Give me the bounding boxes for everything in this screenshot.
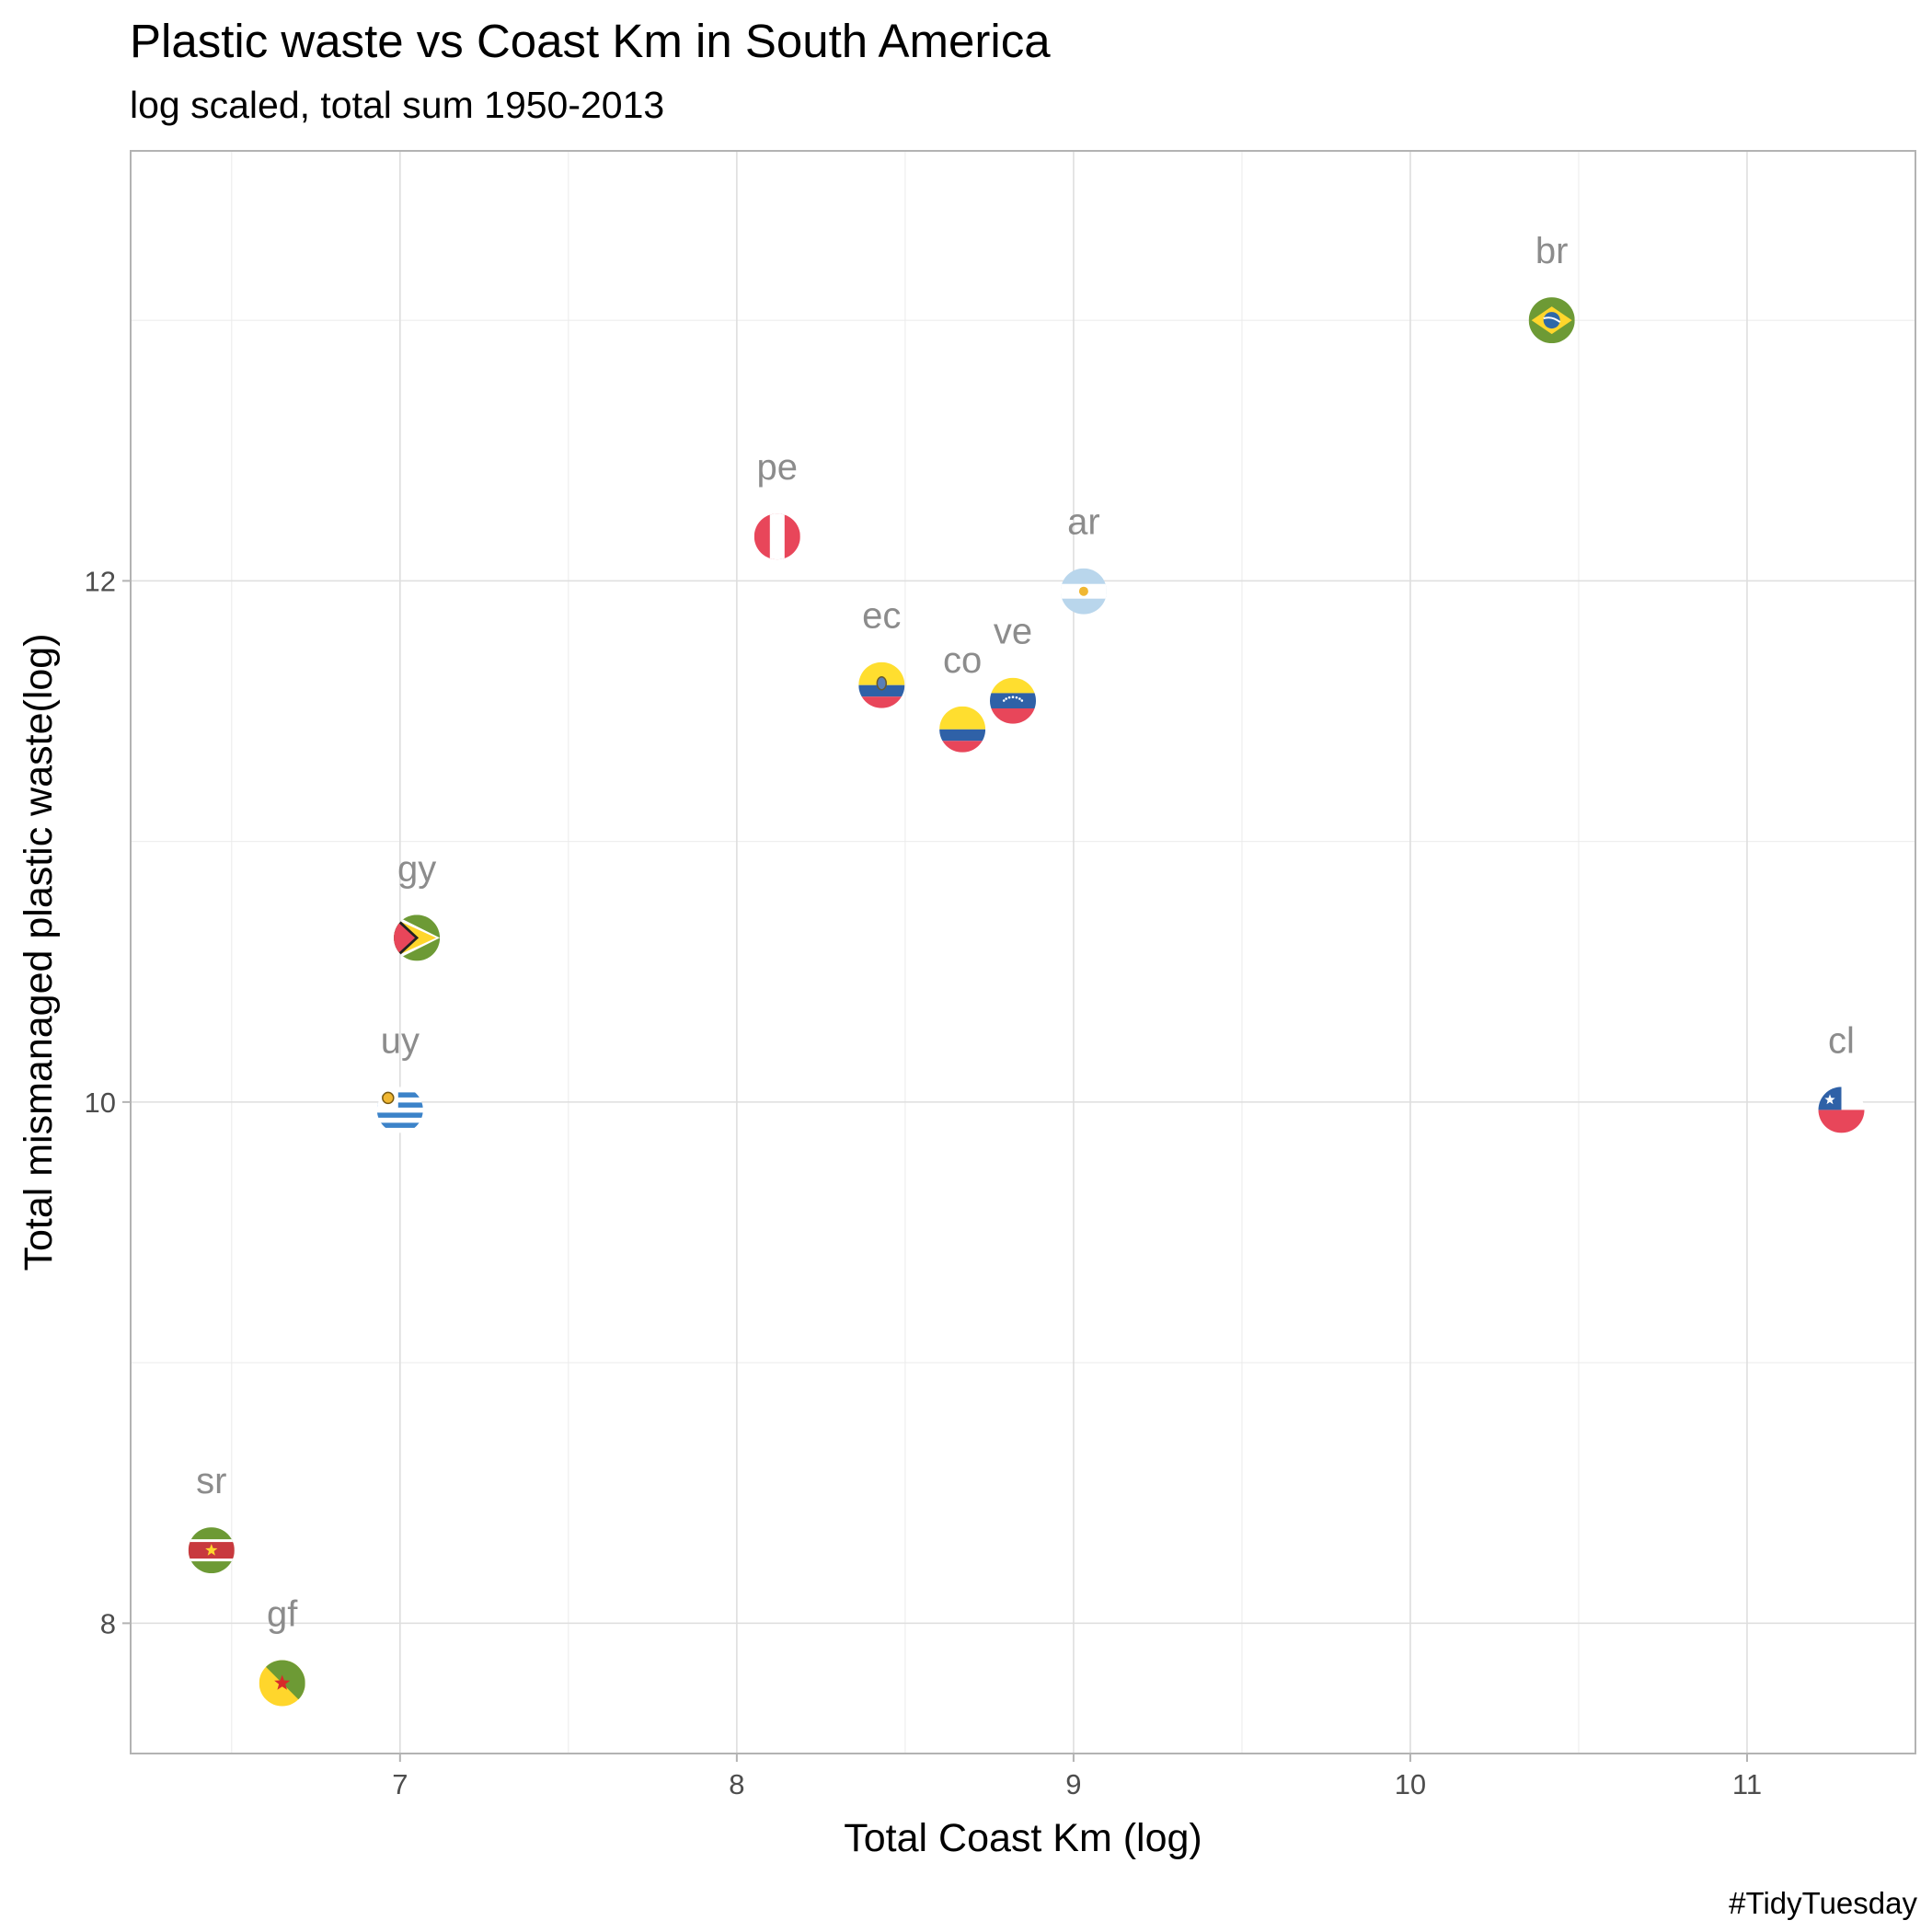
y-tick-label: 10	[85, 1087, 116, 1119]
x-tick-label: 8	[729, 1768, 744, 1800]
y-tick-label: 8	[100, 1607, 116, 1639]
point-label-cl: cl	[1828, 1020, 1855, 1061]
french-guiana-flag-icon	[259, 1660, 305, 1707]
point-label-pe: pe	[757, 447, 799, 488]
point-label-br: br	[1535, 231, 1569, 271]
chile-flag-icon	[1818, 1087, 1865, 1133]
venezuela-flag-icon	[990, 677, 1036, 724]
guyana-flag-icon	[394, 914, 441, 961]
chart-caption: #TidyTuesday	[1729, 1886, 1917, 1920]
point-label-gf: gf	[267, 1594, 298, 1635]
plot-panel-border	[130, 150, 1916, 1754]
x-tick-label: 11	[1732, 1768, 1762, 1800]
grid-lines	[131, 151, 1915, 1754]
brazil-flag-icon	[1528, 297, 1575, 344]
y-tick-label: 12	[85, 565, 116, 597]
argentina-flag-icon	[1060, 568, 1107, 615]
peru-flag-icon	[753, 513, 800, 560]
x-axis-title: Total Coast Km (log)	[844, 1816, 1202, 1860]
x-tick-label: 10	[1395, 1768, 1426, 1800]
point-label-sr: sr	[196, 1461, 226, 1501]
uruguay-flag-icon	[376, 1087, 423, 1133]
suriname-flag-icon	[188, 1527, 235, 1574]
point-label-co: co	[943, 640, 982, 681]
chart-subtitle: log scaled, total sum 1950-2013	[130, 84, 664, 126]
colombia-flag-icon	[939, 706, 986, 753]
y-axis-title: Total mismanaged plastic waste(log)	[17, 633, 61, 1271]
point-label-ec: ec	[862, 596, 901, 637]
x-tick-label: 9	[1065, 1768, 1081, 1800]
point-label-ar: ar	[1067, 502, 1100, 543]
chart-title: Plastic waste vs Coast Km in South Ameri…	[130, 15, 1051, 67]
axis-ticks: 7 8 9 10 11 8 10 12	[85, 565, 1763, 1800]
point-label-gy: gy	[397, 848, 436, 889]
point-label-uy: uy	[381, 1020, 420, 1061]
x-tick-label: 7	[392, 1768, 408, 1800]
point-label-ve: ve	[994, 612, 1032, 652]
ecuador-flag-icon	[858, 661, 905, 708]
